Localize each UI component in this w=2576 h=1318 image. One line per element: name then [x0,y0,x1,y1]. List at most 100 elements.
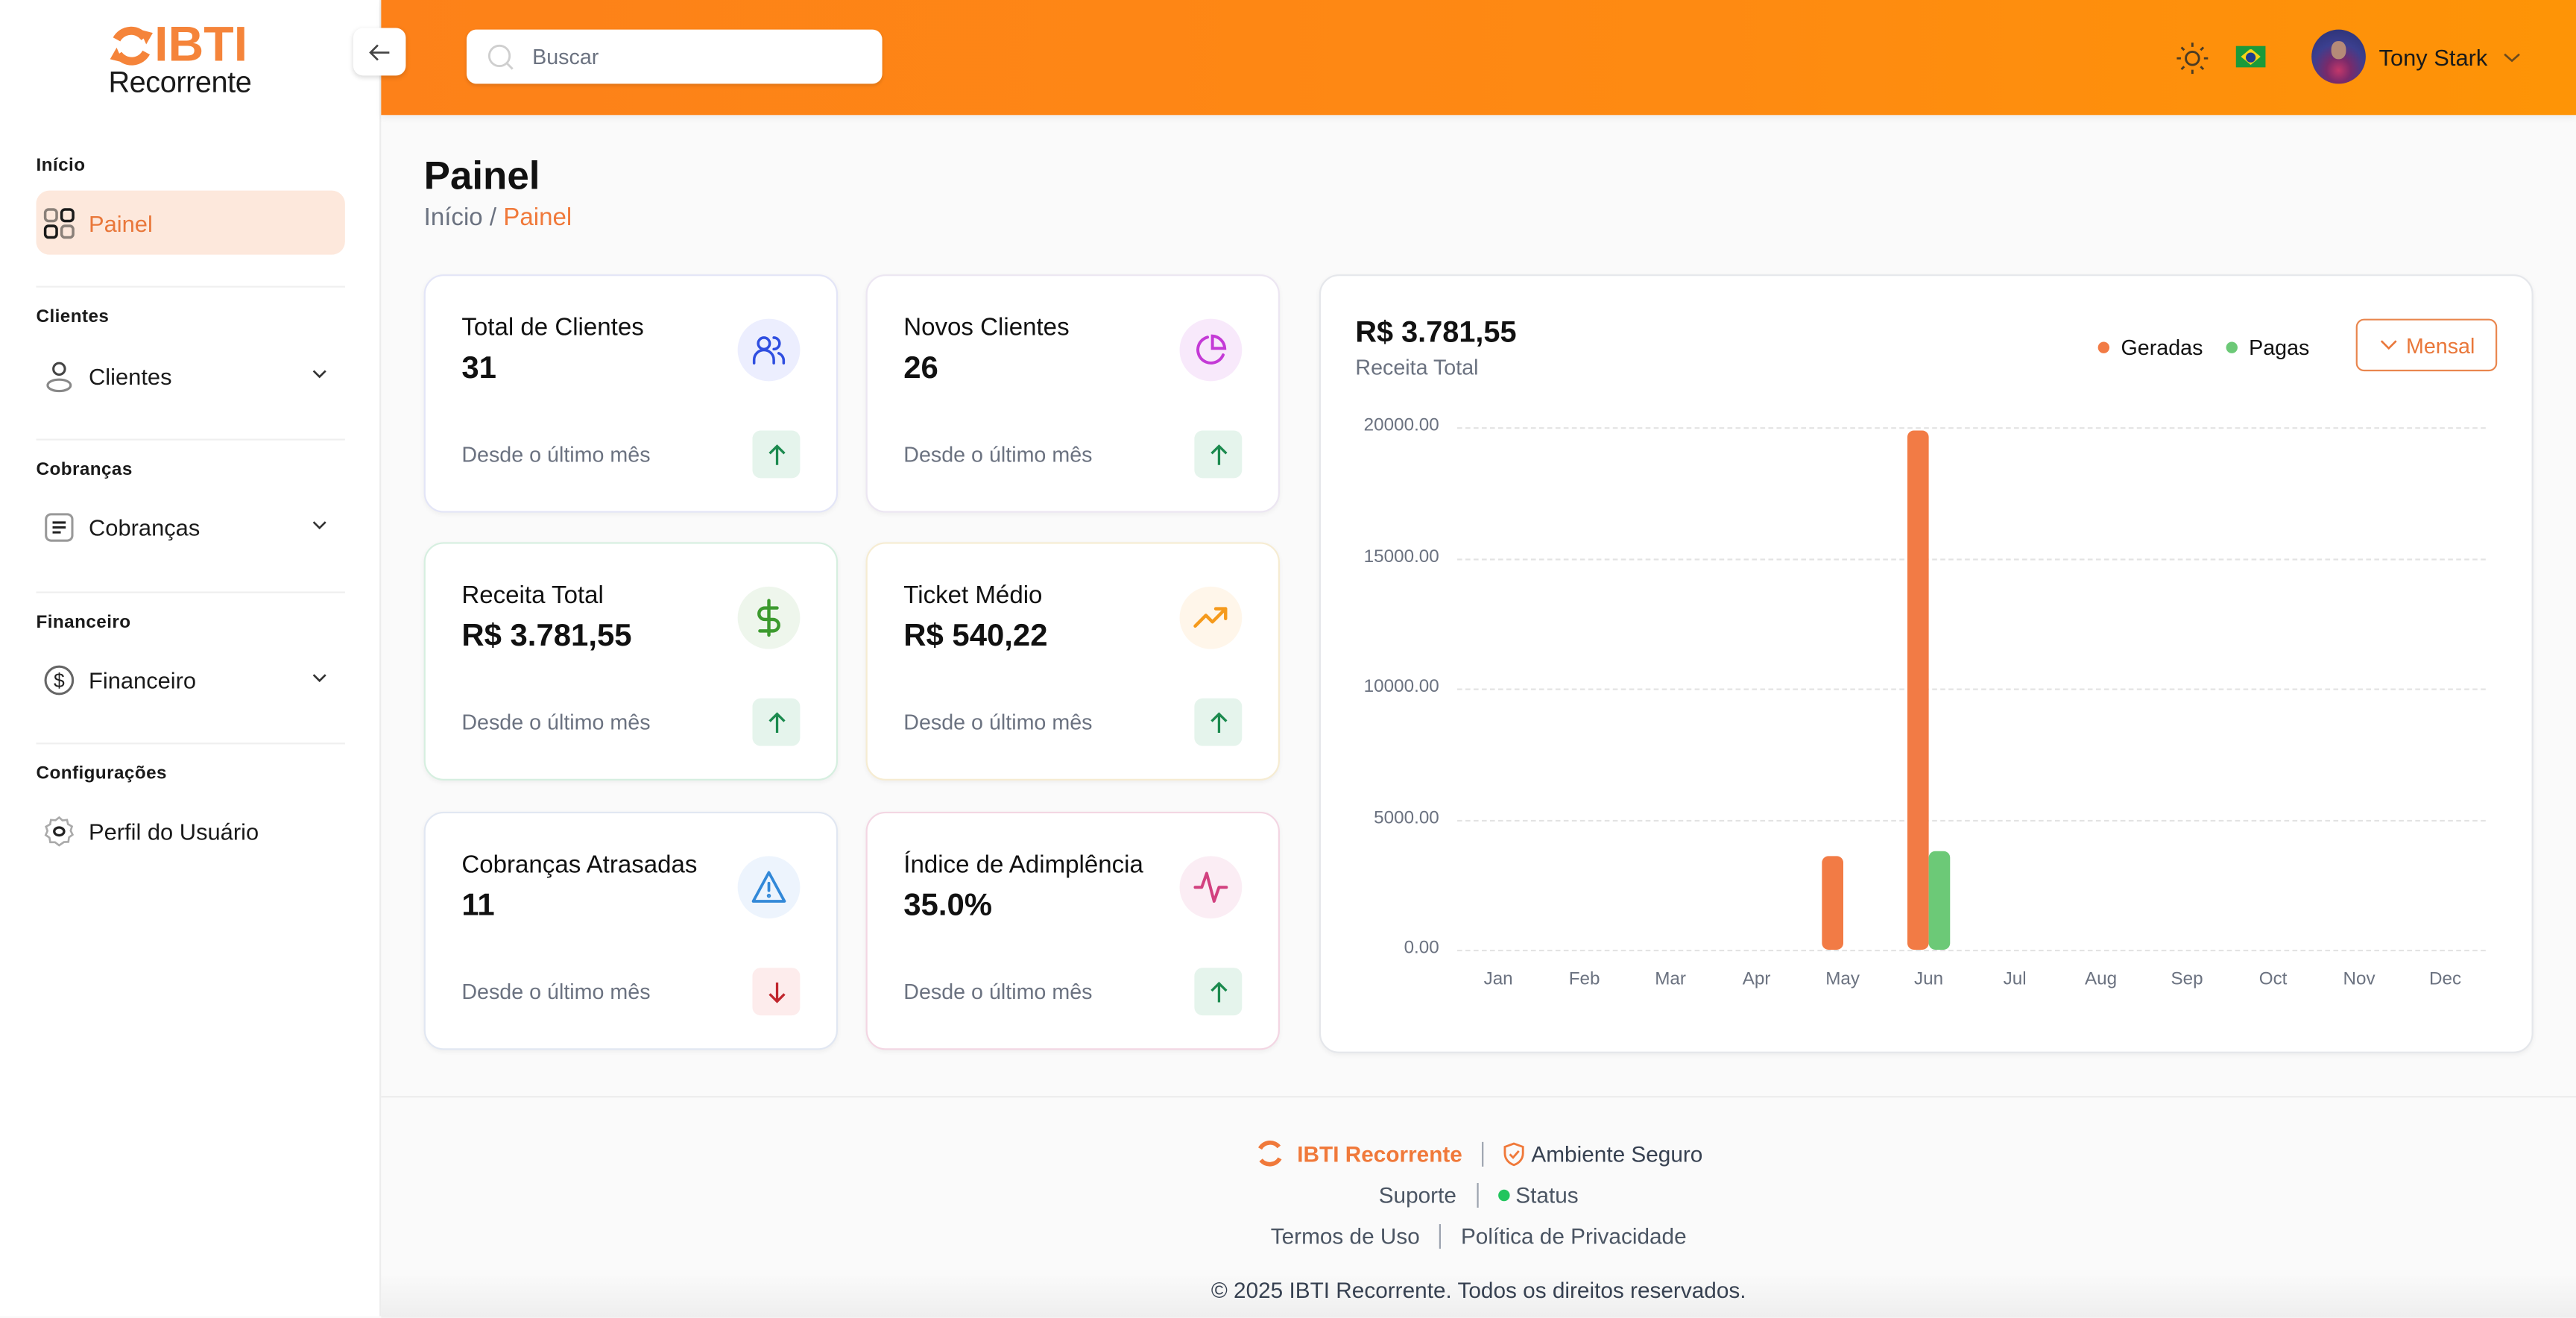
x-axis-tick: Jan [1483,969,1513,989]
trend-down-badge[interactable] [752,968,801,1016]
user-icon [42,359,75,392]
card-value: 26 [903,351,938,386]
activity-icon [1179,856,1243,919]
trending-up-icon [1179,586,1243,649]
card-footer-text: Desde o último mês [903,441,1093,467]
sidebar-item-label: Painel [89,209,153,236]
chart-subtitle: Receita Total [1355,355,1479,380]
card-title: Ticket Médio [903,581,1043,610]
sidebar-item-clientes[interactable]: Clientes [36,344,344,408]
card-value: R$ 3.781,55 [461,619,632,655]
x-axis-tick: Apr [1742,969,1771,989]
x-axis-tick: Oct [2258,969,2288,989]
chevron-down-icon [312,521,326,530]
stat-card-novos-clientes: Novos Clientes 26 Desde o último mês [865,274,1280,513]
divider [36,438,345,441]
collapse-sidebar-button[interactable] [353,28,406,76]
y-axis-tick: 15000.00 [1363,546,1439,567]
status-link[interactable]: Status [1515,1182,1579,1208]
chevron-down-icon [312,674,326,683]
y-axis-tick: 5000.00 [1374,807,1439,827]
arrow-up-icon [1210,711,1227,732]
card-footer-text: Desde o último mês [461,710,651,735]
card-title: Novos Clientes [903,313,1070,342]
trend-up-badge[interactable] [1194,698,1243,746]
nav-section-inicio: Início [36,156,86,176]
card-title: Cobranças Atrasadas [461,851,698,880]
terms-link[interactable]: Termos de Uso [1270,1224,1420,1249]
legend-item-pagas[interactable]: Pagas [2226,335,2309,360]
sidebar-item-perfil[interactable]: Perfil do Usuário [36,798,344,863]
chevron-down-icon [312,370,326,379]
card-title: Total de Clientes [461,313,644,342]
refresh-logo-icon [110,26,153,66]
stat-card-cobrancas-atrasadas: Cobranças Atrasadas 11 Desde o último mê… [423,811,839,1050]
period-select-button[interactable]: Mensal [2355,318,2498,372]
search-box[interactable] [466,29,883,84]
card-title: Índice de Adimplência [903,851,1143,880]
nav-section-cobrancas: Cobranças [36,460,133,480]
sidebar-item-painel[interactable]: Painel [36,190,345,255]
sidebar-item-cobrancas[interactable]: Cobranças [36,494,344,558]
chart-legend: Geradas Pagas [2097,335,2333,360]
shield-check-icon [1503,1141,1524,1166]
legend-item-geradas[interactable]: Geradas [2097,335,2203,360]
x-axis-tick: Jun [1914,969,1944,989]
y-axis-tick: 20000.00 [1363,415,1439,436]
sidebar-item-label: Perfil do Usuário [89,817,259,844]
chevron-down-icon [2379,340,2396,350]
warning-icon [737,856,801,919]
x-axis-tick: Dec [2429,969,2462,989]
bar-chart-plot: 0.00 5000.00 10000.00 15000.00 20000.00 Jan Fe… [1321,276,2535,1055]
gridline [1457,688,2486,690]
card-value: 11 [461,889,495,924]
svg-text:$: $ [54,669,65,691]
logo-subtitle: Recorrente [108,66,252,99]
divider [36,591,345,593]
gridline [1457,949,2486,952]
gear-icon [42,814,75,847]
trend-up-badge[interactable] [1194,968,1243,1016]
arrow-up-icon [768,711,785,732]
search-input[interactable] [528,42,848,71]
x-axis-tick: Feb [1568,969,1600,989]
stat-card-ticket-medio: Ticket Médio R$ 540,22 Desde o último mê… [865,542,1280,781]
period-label: Mensal [2405,332,2475,358]
card-value: 35.0% [903,889,993,924]
stat-card-indice-adimplencia: Índice de Adimplência 35.0% Desde o últi… [865,811,1280,1050]
footer-brand[interactable]: IBTI Recorrente [1297,1141,1462,1166]
stat-card-total-clientes: Total de Clientes 31 Desde o último mês [423,274,839,513]
users-icon [737,318,801,382]
x-axis-tick: May [1825,969,1860,989]
sidebar-item-label: Financeiro [89,666,197,693]
arrow-down-icon [768,981,785,1003]
chart-total-value: R$ 3.781,55 [1355,315,1517,349]
nav-section-clientes: Clientes [36,307,110,327]
sidebar-item-label: Cobranças [89,513,201,540]
bar-pagas-jun[interactable] [1928,851,1951,950]
card-footer-text: Desde o último mês [903,979,1093,1004]
sidebar-item-financeiro[interactable]: $ Financeiro [36,647,344,711]
trend-up-badge[interactable] [752,698,801,746]
arrow-up-icon [768,443,785,464]
sidebar-item-label: Clientes [89,362,172,389]
logo[interactable]: IBTI Recorrente [108,21,272,99]
avatar[interactable] [2311,29,2366,84]
document-icon [42,510,75,543]
gridline [1457,558,2486,560]
card-title: Receita Total [461,581,604,610]
chevron-down-icon[interactable] [2502,49,2522,66]
sun-icon[interactable] [2175,41,2209,75]
privacy-link[interactable]: Política de Privacidade [1460,1224,1687,1249]
trend-up-badge[interactable] [1194,430,1243,479]
bar-geradas-jun[interactable] [1907,429,1929,950]
brazil-flag-icon[interactable] [2235,45,2266,68]
sidebar: IBTI Recorrente Início Painel Clientes [0,0,382,1317]
card-value: 31 [461,351,496,386]
breadcrumb-root[interactable]: Início [423,204,483,232]
trend-up-badge[interactable] [752,430,801,479]
support-link[interactable]: Suporte [1378,1182,1456,1208]
stat-card-receita-total: Receita Total R$ 3.781,55 Desde o último… [423,542,839,781]
bar-geradas-may[interactable] [1821,857,1843,950]
user-name[interactable]: Tony Stark [2378,44,2488,71]
